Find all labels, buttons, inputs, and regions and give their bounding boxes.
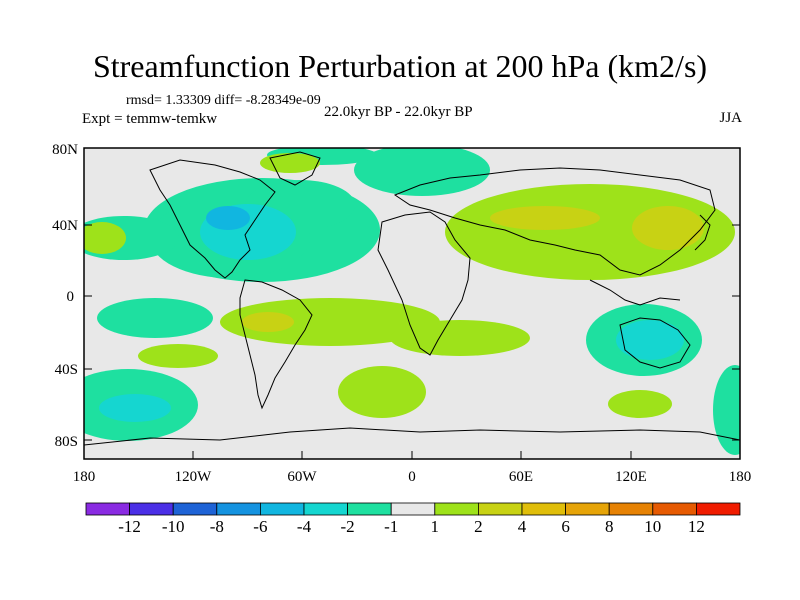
lat-label-80n: 80N <box>52 142 78 158</box>
colorbar-label: 2 <box>474 517 483 536</box>
colorbar-swatch <box>521 502 566 516</box>
contour-asia-strong-positive <box>490 206 600 230</box>
colorbar-label: 1 <box>430 517 440 536</box>
colorbar-swatch <box>652 502 697 516</box>
colorbar-swatch <box>259 502 305 516</box>
experiment-label: Expt = temmw-temkw <box>82 111 218 127</box>
lon-label-60w: 60W <box>287 469 317 485</box>
contour-indian-ocean-positive <box>390 320 530 356</box>
stats-label: rmsd= 1.33309 diff= -8.28349e-09 <box>126 93 321 108</box>
season-label: JJA <box>719 110 742 126</box>
contour-south-ocean-positive <box>338 366 426 418</box>
contour-east-coast-strong <box>206 206 250 230</box>
colorbar-swatch <box>347 502 392 516</box>
colorbar-swatch <box>216 502 261 516</box>
lat-ticks <box>84 147 740 441</box>
lon-label-60e: 60E <box>509 469 533 485</box>
colorbar-label: -1 <box>384 517 399 536</box>
colorbar-swatch <box>608 502 654 516</box>
chart-title: Streamfunction Perturbation at 200 hPa (… <box>92 48 708 84</box>
coastlines <box>84 151 740 446</box>
lon-ticks <box>83 451 741 459</box>
colorbar-swatch <box>85 502 130 516</box>
contour-south-pacific-strong <box>99 394 171 422</box>
colorbar-label: -6 <box>253 517 268 536</box>
lon-label-180e: 180 <box>729 469 752 485</box>
contour-antarctic-east-negative <box>713 365 740 455</box>
contour-greenland-positive <box>260 153 320 173</box>
colorbar-swatch <box>477 502 523 516</box>
lat-label-80s: 80S <box>55 434 78 450</box>
colorbar-swatch <box>696 502 741 516</box>
colorbar-label: 6 <box>561 517 570 536</box>
colorbar-label: 4 <box>517 517 527 536</box>
contour-japan-strong-positive <box>632 206 704 250</box>
colorbar-swatch <box>129 502 174 516</box>
colorbar-swatch <box>390 502 436 516</box>
colorbar-label: 12 <box>687 517 705 536</box>
contour-atlantic-strong-positive <box>242 312 294 332</box>
lon-label-180w: 180 <box>73 469 96 485</box>
contour-south-indian-positive <box>608 390 672 418</box>
colorbar-label: -10 <box>161 517 185 536</box>
lat-label-40n: 40N <box>52 218 78 234</box>
colorbar-swatch <box>303 502 348 516</box>
colorbar-label: 10 <box>644 517 662 536</box>
colorbar-label: -8 <box>209 517 224 536</box>
contour-south-atlantic-positive <box>220 298 440 346</box>
colorbar-label: -12 <box>118 517 141 536</box>
colorbar-swatch <box>172 502 218 516</box>
colorbar-label: -4 <box>296 517 312 536</box>
lon-label-0: 0 <box>408 469 416 485</box>
lon-label-120w: 120W <box>175 469 213 485</box>
lon-label-120e: 120E <box>615 469 647 485</box>
contour-tropical-pacific-negative <box>97 298 213 338</box>
lat-label-0: 0 <box>67 289 75 305</box>
contour-west-pacific-positive <box>84 222 126 254</box>
contour-europe-negative <box>354 148 490 196</box>
period-label: 22.0kyr BP - 22.0kyr BP <box>324 104 473 120</box>
colorbar <box>85 502 741 516</box>
lat-label-40s: 40S <box>55 362 78 378</box>
colorbar-swatch <box>434 502 479 516</box>
contour-australia-strong <box>616 320 684 360</box>
contour-pacific-south-positive <box>138 344 218 368</box>
colorbar-label: 8 <box>604 517 614 536</box>
colorbar-label: -2 <box>340 517 355 536</box>
colorbar-swatch <box>565 502 610 516</box>
